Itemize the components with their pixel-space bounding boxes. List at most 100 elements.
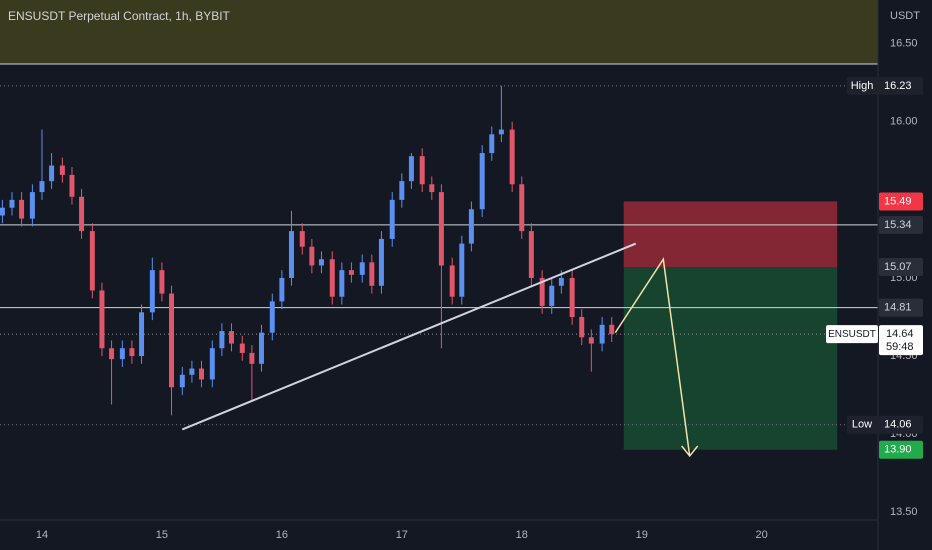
- candle-body: [49, 165, 55, 182]
- candle-body: [528, 231, 534, 278]
- candle-body: [399, 181, 405, 200]
- candle-body: [59, 165, 65, 175]
- candle-body: [539, 277, 545, 307]
- candle-body: [228, 331, 234, 344]
- symbol-bg: [826, 325, 878, 344]
- candle-body: [549, 285, 555, 307]
- candle-body: [309, 246, 315, 266]
- candle-body: [509, 129, 515, 185]
- candle-body: [159, 270, 165, 294]
- candle-body: [89, 231, 95, 291]
- candle-body: [19, 199, 25, 219]
- candle-body: [249, 352, 255, 364]
- x-tick-label: 18: [516, 529, 528, 541]
- price-badge-label: 14.06: [884, 419, 912, 431]
- candle-body: [468, 209, 474, 244]
- candle-body: [599, 324, 605, 344]
- candle-body: [279, 277, 285, 302]
- candle-body: [239, 343, 245, 353]
- x-tick-label: 20: [756, 529, 768, 541]
- y-tick-label: 16.00: [890, 116, 918, 128]
- stop-zone: [623, 201, 838, 268]
- candle-body: [199, 368, 205, 380]
- trendline: [181, 242, 637, 431]
- candle-body: [9, 199, 15, 208]
- candle-body: [459, 243, 465, 297]
- price-badge-label: 15.34: [884, 219, 912, 231]
- candle-body: [558, 277, 564, 286]
- chart-title: ENSUSDT Perpetual Contract, 1h, BYBIT: [8, 9, 231, 23]
- last-price-badge: [879, 325, 923, 356]
- price-badge-label: 16.23: [884, 80, 912, 92]
- price-badge-label: 15.49: [884, 195, 912, 207]
- price-badge: [879, 192, 923, 211]
- candle-body: [0, 207, 5, 216]
- price-badge-label: 13.90: [884, 444, 912, 456]
- candle-body: [588, 337, 594, 344]
- candle-body: [579, 316, 585, 338]
- price-badge: [879, 215, 923, 234]
- candle-body: [378, 238, 384, 286]
- price-badge: [879, 298, 923, 317]
- candle-body: [389, 199, 395, 239]
- y-tick-label: 16.50: [890, 38, 918, 50]
- candle-body: [179, 374, 185, 388]
- candle-body: [149, 270, 155, 313]
- candle-body: [258, 332, 264, 364]
- candle-body: [109, 348, 115, 360]
- x-tick-label: 15: [156, 529, 168, 541]
- candle-body: [318, 259, 324, 266]
- x-tick-label: 17: [396, 529, 408, 541]
- candle-body: [339, 270, 345, 297]
- candle-body: [479, 153, 485, 210]
- price-badge: [879, 440, 923, 459]
- marker-name-bg: [847, 415, 878, 434]
- candle-body: [299, 231, 305, 247]
- plot-area: ENSUSDT Perpetual Contract, 1h, BYBIT: [0, 0, 878, 458]
- candle-body: [139, 312, 145, 357]
- candle-body: [129, 348, 135, 357]
- candle-body: [269, 301, 275, 333]
- marker-name: High: [851, 80, 874, 92]
- candle-body: [329, 259, 335, 297]
- candle-body: [489, 134, 495, 154]
- candle-body: [189, 368, 195, 375]
- price-badge: [879, 415, 923, 434]
- price-badge-label: 14.81: [884, 302, 912, 314]
- y-tick-label: 13.50: [890, 506, 918, 518]
- candle-body: [288, 231, 294, 278]
- x-tick-label: 14: [36, 529, 48, 541]
- candle-body: [79, 196, 85, 232]
- price-badge: [879, 258, 923, 277]
- marker-name-bg: [847, 76, 878, 95]
- candle-body: [119, 348, 125, 360]
- x-tick-label: 16: [276, 529, 288, 541]
- candle-body: [449, 265, 455, 297]
- candle-body: [429, 184, 435, 193]
- candle-body: [609, 324, 615, 335]
- y-unit: USDT: [890, 10, 920, 22]
- marker-name: Low: [852, 419, 872, 431]
- candle-body: [99, 290, 105, 349]
- candle-body: [408, 156, 414, 182]
- candle-body: [69, 174, 75, 197]
- arrow-head: [681, 445, 699, 458]
- candle-body: [359, 262, 365, 275]
- target-zone: [623, 267, 838, 450]
- candle-body: [348, 270, 354, 275]
- candle-body: [438, 192, 444, 266]
- candle-body: [29, 192, 35, 219]
- candle-body: [369, 262, 375, 286]
- price-badge-label: 15.07: [884, 261, 912, 273]
- candle-body: [209, 348, 215, 380]
- forecast-arrow: [614, 257, 691, 457]
- candle-body: [519, 184, 525, 232]
- candle-body: [419, 156, 425, 185]
- x-tick-label: 19: [636, 529, 648, 541]
- price-badge: [879, 76, 923, 95]
- highlight-zone: [0, 0, 878, 65]
- axes: 14151617181920USDT13.5014.0014.5015.0015…: [36, 0, 932, 550]
- last-price-label: 14.64: [886, 328, 914, 340]
